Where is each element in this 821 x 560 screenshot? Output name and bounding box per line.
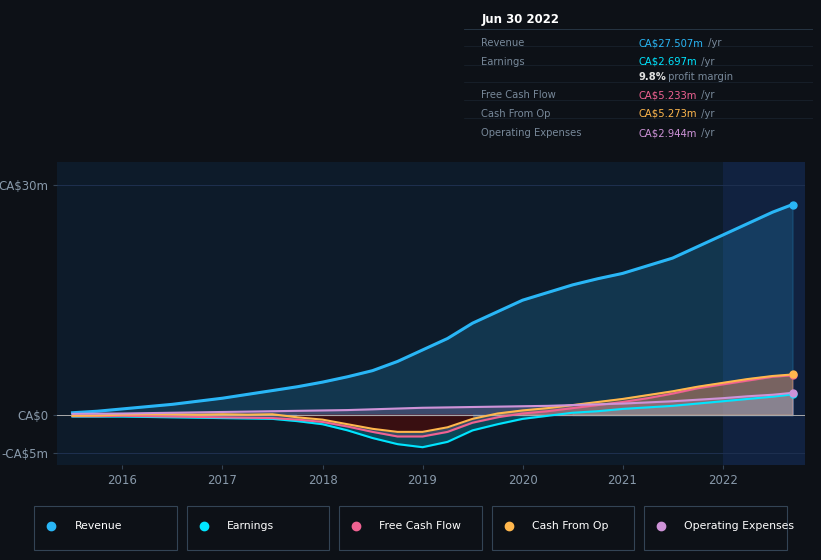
- Text: Operating Expenses: Operating Expenses: [481, 128, 582, 138]
- Text: /yr: /yr: [704, 38, 721, 48]
- Text: Revenue: Revenue: [481, 38, 525, 48]
- Text: CA$2.944m: CA$2.944m: [639, 128, 697, 138]
- Text: CA$5.233m: CA$5.233m: [639, 90, 697, 100]
- Text: /yr: /yr: [698, 57, 714, 67]
- Text: CA$2.697m: CA$2.697m: [639, 57, 697, 67]
- Text: Revenue: Revenue: [75, 521, 122, 531]
- FancyBboxPatch shape: [339, 506, 482, 550]
- Bar: [722, 162, 805, 465]
- FancyBboxPatch shape: [644, 506, 787, 550]
- Text: Free Cash Flow: Free Cash Flow: [481, 90, 556, 100]
- Text: Cash From Op: Cash From Op: [532, 521, 608, 531]
- Text: CA$5.273m: CA$5.273m: [639, 109, 697, 119]
- Text: 9.8%: 9.8%: [639, 72, 666, 82]
- Text: /yr: /yr: [698, 90, 714, 100]
- FancyBboxPatch shape: [492, 506, 635, 550]
- Text: Earnings: Earnings: [481, 57, 525, 67]
- Text: /yr: /yr: [698, 128, 714, 138]
- Text: profit margin: profit margin: [665, 72, 733, 82]
- FancyBboxPatch shape: [186, 506, 329, 550]
- Text: Earnings: Earnings: [227, 521, 274, 531]
- Text: /yr: /yr: [698, 109, 714, 119]
- Text: CA$27.507m: CA$27.507m: [639, 38, 704, 48]
- Text: Cash From Op: Cash From Op: [481, 109, 551, 119]
- Text: Jun 30 2022: Jun 30 2022: [481, 13, 559, 26]
- Text: Operating Expenses: Operating Expenses: [684, 521, 794, 531]
- FancyBboxPatch shape: [34, 506, 177, 550]
- Text: Free Cash Flow: Free Cash Flow: [379, 521, 461, 531]
